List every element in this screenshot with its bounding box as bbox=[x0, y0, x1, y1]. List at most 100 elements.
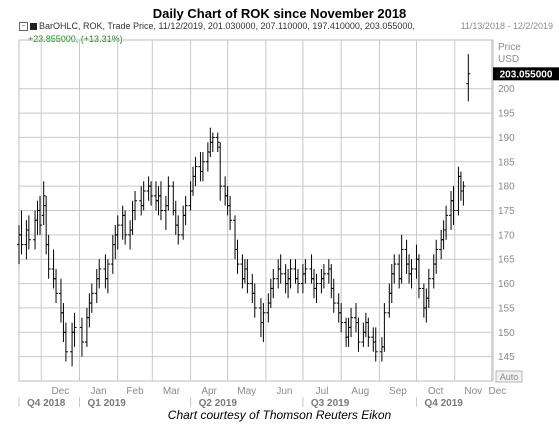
ohlc-bar bbox=[235, 239, 240, 274]
chart-title: Daily Chart of ROK since November 2018 bbox=[152, 6, 407, 21]
ohlc-bar bbox=[141, 181, 146, 211]
ohlc-bar bbox=[61, 303, 66, 343]
ohlc-bar bbox=[24, 220, 29, 260]
ohlc-bar bbox=[46, 234, 51, 279]
x-tick-label: Aug bbox=[351, 386, 369, 397]
ohlc-bar bbox=[404, 239, 409, 274]
ohlc-bar bbox=[300, 264, 305, 294]
ohlc-bar bbox=[258, 298, 263, 338]
ohlc-bar bbox=[173, 200, 178, 235]
x-tick-label: May bbox=[237, 386, 256, 397]
ohlc-bar bbox=[371, 327, 376, 352]
y-tick-label: 150 bbox=[498, 328, 515, 339]
ohlc-bar bbox=[293, 259, 298, 284]
ohlc-bar bbox=[456, 166, 461, 216]
ohlc-bar bbox=[426, 268, 431, 308]
ohlc-bar bbox=[193, 156, 198, 187]
ohlc-bar bbox=[110, 234, 115, 274]
ohlc-bar bbox=[26, 215, 31, 250]
ohlc-bar bbox=[321, 264, 326, 289]
ohlc-bar bbox=[123, 210, 128, 245]
legend-line-1: − BarOHLC, ROK, Trade Price, 11/12/2019,… bbox=[19, 21, 415, 31]
ohlc-bar bbox=[392, 254, 397, 284]
quarter-label: Q2 2019 bbox=[199, 398, 238, 409]
ohlc-bar bbox=[19, 210, 24, 255]
ohlc-bar bbox=[166, 176, 171, 211]
ohlc-bar bbox=[223, 176, 228, 206]
ohlc-bar bbox=[87, 293, 92, 328]
x-tick-label: Feb bbox=[126, 386, 144, 397]
ohlc-bar bbox=[361, 322, 366, 347]
y-tick-label: 165 bbox=[498, 255, 515, 266]
legend-instrument-text: BarOHLC, ROK, Trade Price, 11/12/2019, 2… bbox=[39, 21, 415, 31]
ohlc-bar bbox=[35, 200, 40, 235]
last-price-label: 203.055000 bbox=[500, 69, 553, 80]
ohlc-bar bbox=[51, 249, 56, 289]
ohlc-bar bbox=[54, 268, 59, 304]
ohlc-bar bbox=[373, 327, 378, 362]
y-tick-label: 195 bbox=[498, 109, 515, 120]
y-tick-label: 190 bbox=[498, 133, 515, 144]
x-tick-label: Jul bbox=[316, 386, 329, 397]
collapse-icon[interactable]: − bbox=[19, 21, 28, 31]
ohlc-bar bbox=[58, 278, 63, 323]
ohlc-bar bbox=[97, 259, 102, 289]
ohlc-bar bbox=[414, 244, 419, 279]
x-tick-label: Apr bbox=[201, 386, 217, 397]
y-tick-label: 185 bbox=[498, 157, 515, 168]
ohlc-bar bbox=[283, 264, 288, 294]
ohlc-bar bbox=[329, 264, 334, 299]
ohlc-bar bbox=[278, 254, 283, 284]
ohlc-bar bbox=[113, 225, 118, 260]
last-price-box bbox=[493, 67, 559, 81]
ohlc-bar bbox=[105, 259, 110, 294]
ohlc-bar bbox=[416, 254, 421, 299]
ohlc-bar bbox=[205, 142, 210, 172]
ohlc-bar bbox=[17, 225, 21, 265]
ohlc-bar bbox=[133, 191, 138, 221]
x-tick-label: Nov bbox=[464, 386, 482, 397]
ohlc-bar bbox=[242, 259, 247, 284]
ohlc-bar bbox=[94, 268, 99, 304]
x-tick-label: Dec bbox=[51, 386, 69, 397]
ohlc-bar bbox=[331, 278, 336, 313]
ohlc-bar bbox=[191, 166, 196, 196]
ohlc-bar bbox=[434, 239, 439, 274]
ohlc-bar bbox=[339, 303, 344, 333]
ohlc-bar bbox=[444, 205, 449, 240]
ohlc-bar bbox=[261, 303, 266, 343]
ohlc-bar bbox=[349, 307, 354, 338]
x-tick-label: Oct bbox=[428, 386, 444, 397]
y-tick-label: 160 bbox=[498, 279, 515, 290]
ohlc-bar bbox=[409, 259, 414, 289]
auto-scale-label: Auto bbox=[500, 372, 519, 382]
ohlc-bar bbox=[245, 259, 250, 294]
ohlc-bar bbox=[158, 181, 163, 221]
ohlc-bar bbox=[44, 195, 49, 255]
ohlc-bar bbox=[89, 283, 94, 313]
ohlc-bar bbox=[382, 303, 387, 352]
ohlc-bar bbox=[115, 215, 120, 250]
ohlc-bar bbox=[451, 186, 456, 226]
ohlc-bar bbox=[466, 54, 471, 102]
ohlc-bar bbox=[421, 283, 426, 318]
date-range: 11/13/2018 - 12/2/2019 bbox=[460, 21, 553, 31]
legend-change-text: +23.855000, (+13.31%) bbox=[28, 34, 123, 44]
ohlc-bar bbox=[79, 317, 84, 357]
ohlc-bar bbox=[363, 312, 368, 338]
ohlc-bar bbox=[319, 268, 324, 294]
ohlc-bar bbox=[210, 132, 215, 153]
ohlc-bar bbox=[295, 268, 300, 294]
ohlc-bar bbox=[215, 132, 220, 153]
auto-scale-button[interactable] bbox=[495, 370, 523, 383]
ohlc-bar bbox=[84, 307, 89, 347]
ohlc-bar bbox=[461, 181, 466, 206]
x-tick-label: Mar bbox=[163, 386, 181, 397]
ohlc-bar bbox=[33, 210, 38, 250]
ohlc-bar bbox=[176, 215, 181, 245]
ohlc-bar bbox=[72, 312, 77, 347]
ohlc-bar bbox=[252, 283, 257, 318]
x-tick-label: Dec bbox=[488, 386, 506, 397]
ohlc-bar bbox=[379, 337, 384, 362]
